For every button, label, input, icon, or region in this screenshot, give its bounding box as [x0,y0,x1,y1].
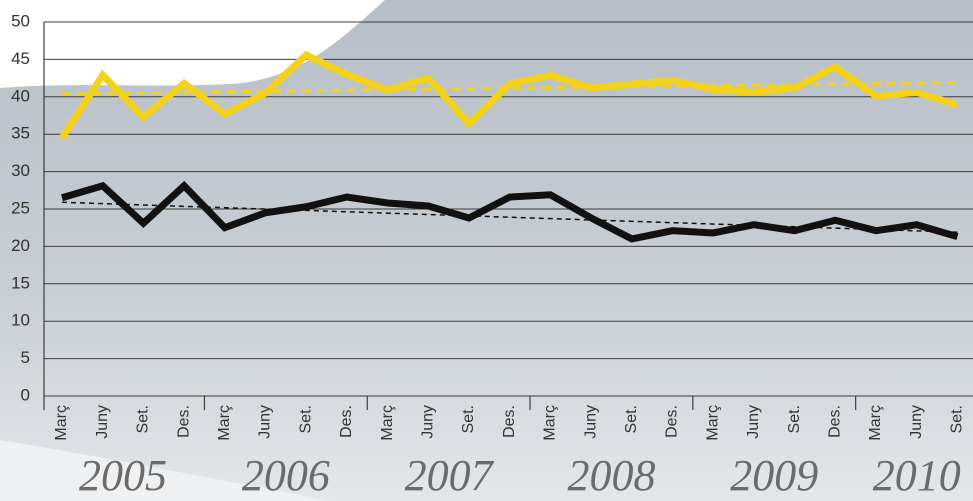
x-tick-label: Set. [949,405,966,433]
x-tick-label: Març [379,405,396,441]
x-tick-label: Març [867,405,884,441]
y-tick-label: 10 [11,311,30,330]
year-label: 2010 [873,451,961,500]
y-tick-label: 0 [21,385,30,404]
x-tick-label: Set. [786,405,803,433]
x-tick-label: Març [704,405,721,441]
x-tick-label: Juny [908,405,925,439]
y-tick-label: 20 [11,236,30,255]
x-tick-label: Set. [623,405,640,433]
x-tick-label: Juny [420,405,437,439]
x-tick-label: Juny [582,405,599,439]
x-tick-label: Des. [338,405,355,438]
year-label: 2007 [405,451,495,500]
x-tick-label: Des. [175,405,192,438]
y-tick-label: 50 [11,11,30,30]
x-tick-label: Set. [460,405,477,433]
x-tick-label: Març [542,405,559,441]
year-label: 2008 [567,451,655,500]
x-tick-label: Juny [745,405,762,439]
y-tick-label: 25 [11,198,30,217]
chart: 0 5 10 15 20 25 30 35 40 45 50 Març Juny Set. Des. Març… [0,0,973,501]
year-label: 2006 [242,451,330,500]
x-tick-label: Set. [297,405,314,433]
year-label: 2005 [79,451,167,500]
x-tick-label: Març [53,405,70,441]
x-tick-label: Juny [94,405,111,439]
y-tick-label: 45 [11,49,30,68]
x-tick-label: Des. [501,405,518,438]
x-tick-label: Juny [257,405,274,439]
x-tick-label: Març [216,405,233,441]
y-tick-label: 15 [11,273,30,292]
year-label: 2009 [730,451,818,500]
y-tick-label: 5 [21,348,30,367]
x-tick-label: Des. [664,405,681,438]
y-tick-label: 30 [11,161,30,180]
x-tick-label: Set. [135,405,152,433]
x-tick-label: Des. [827,405,844,438]
y-tick-label: 35 [11,124,30,143]
y-tick-label: 40 [11,86,30,105]
